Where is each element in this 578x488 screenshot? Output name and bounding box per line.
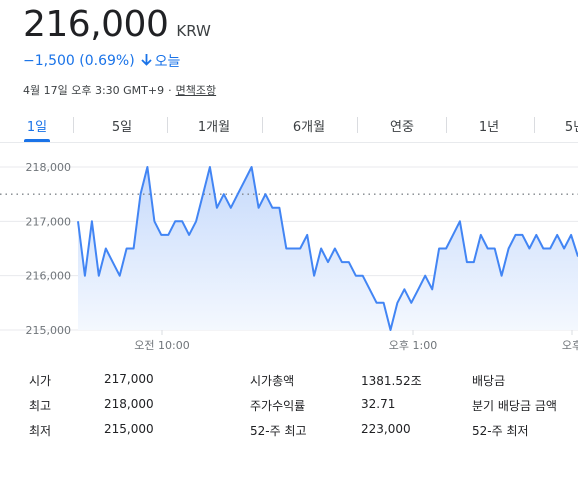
stat-value-52w-high: 223,000	[361, 422, 411, 436]
quote-timestamp: 4월 17일 오후 3:30 GMT+9	[23, 84, 165, 97]
y-tick-label: 217,000	[26, 215, 72, 228]
tab-divider	[534, 117, 535, 133]
stat-value-open: 217,000	[104, 372, 154, 386]
stat-value-low: 215,000	[104, 422, 154, 436]
price-area	[78, 167, 578, 330]
stat-label-52w-low: 52-주 최저	[472, 424, 529, 438]
tab-1d[interactable]: 1일	[26, 120, 48, 135]
quote-header: 216,000 KRW	[23, 4, 211, 45]
stat-label-52w-high: 52-주 최고	[250, 424, 307, 438]
active-tab-indicator	[24, 139, 50, 142]
stats-row: 최저 215,000 52-주 최고 223,000 52-주 최저	[0, 422, 578, 442]
change-period: 오늘	[154, 54, 181, 70]
x-tick-label: 오후	[562, 339, 578, 352]
tab-ytd[interactable]: 연중	[390, 120, 414, 135]
y-tick-label: 218,000	[26, 161, 72, 174]
y-tick-label: 216,000	[26, 270, 72, 283]
tab-6m[interactable]: 6개월	[292, 120, 326, 135]
change-value: −1,500 (0.69%)	[23, 53, 135, 69]
current-price: 216,000	[23, 4, 169, 45]
tab-1y[interactable]: 1년	[478, 120, 500, 135]
stats-row: 시가 217,000 시가총액 1381.52조 배당금	[0, 372, 578, 392]
stat-label-high: 최고	[29, 399, 52, 413]
price-chart[interactable]: 218,000 217,000 216,000 215,000 오전 10:00 오후 …	[0, 150, 578, 360]
tab-divider	[357, 117, 358, 133]
separator-dot: ·	[168, 83, 172, 97]
stat-label-open: 시가	[29, 374, 52, 388]
stat-value-pe-ratio: 32.71	[361, 397, 396, 411]
quote-timestamp-row: 4월 17일 오후 3:30 GMT+9 · 면책조항	[23, 82, 216, 98]
arrow-down-icon	[141, 53, 152, 69]
tab-5y[interactable]: 5년	[564, 120, 578, 135]
tabs-divider	[0, 142, 578, 143]
stat-label-low: 최저	[29, 424, 52, 438]
tab-5d[interactable]: 5일	[111, 120, 133, 135]
stat-label-market-cap: 시가총액	[250, 374, 295, 388]
currency-code: KRW	[176, 22, 211, 40]
price-change: −1,500 (0.69%) 오늘	[23, 51, 180, 71]
stat-label-dividend: 배당금	[472, 374, 506, 388]
tab-divider	[262, 117, 263, 133]
stat-label-pe-ratio: 주가수익률	[250, 399, 306, 413]
stat-label-quarterly-dividend: 분기 배당금 금액	[472, 399, 557, 413]
stat-value-high: 218,000	[104, 397, 154, 411]
range-tabs: 1일 5일 1개월 6개월 연중 1년 5년	[0, 108, 578, 142]
y-tick-label: 215,000	[26, 324, 72, 337]
stats-row: 최고 218,000 주가수익률 32.71 분기 배당금 금액	[0, 397, 578, 417]
stat-value-market-cap: 1381.52조	[361, 374, 422, 388]
tab-divider	[73, 117, 74, 133]
x-tick-label: 오전 10:00	[134, 339, 189, 352]
x-tick-label: 오후 1:00	[389, 339, 437, 352]
tab-divider	[167, 117, 168, 133]
tab-divider	[446, 117, 447, 133]
tab-1m[interactable]: 1개월	[197, 120, 231, 135]
price-line	[77, 166, 578, 331]
disclaimer-link[interactable]: 면책조항	[175, 84, 217, 97]
